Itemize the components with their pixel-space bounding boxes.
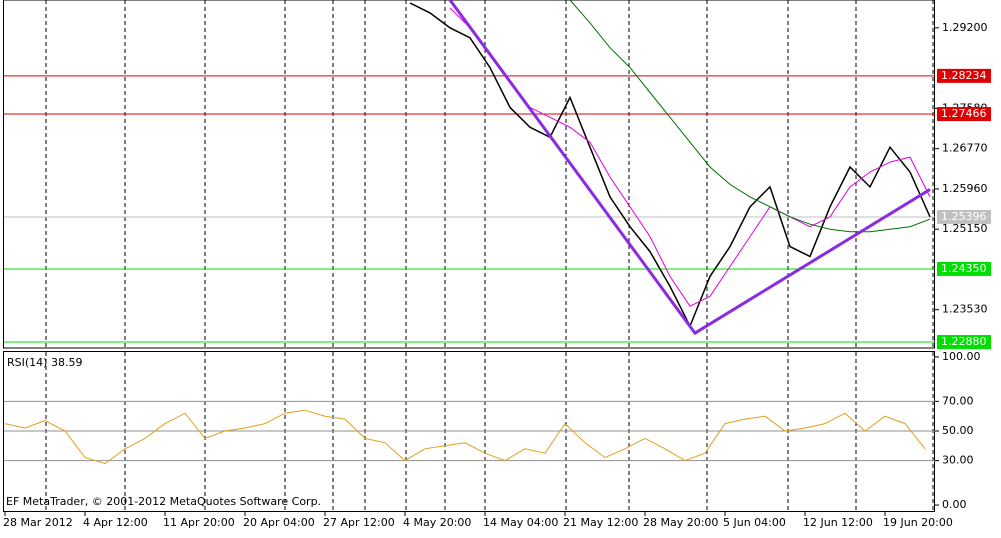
y-tick-label: 70.00: [942, 394, 974, 407]
level-label-box: [937, 335, 991, 350]
level-label: 1.24350: [941, 262, 987, 275]
y-tick-label: 0.00: [942, 498, 967, 511]
series-line: [4, 409, 926, 465]
price-panel: [3, 0, 935, 349]
y-tick-label: 30.00: [942, 454, 974, 467]
x-tick-label: 28 Mar 2012: [3, 516, 73, 529]
x-tick-label: 12 Jun 12:00: [803, 516, 873, 529]
x-tick-label: 19 Jun 20:00: [883, 516, 953, 529]
x-tick-label: 11 Apr 20:00: [163, 516, 235, 529]
level-label-box: [937, 107, 991, 122]
level-label: 1.22880: [941, 335, 987, 348]
series-line: [409, 2, 931, 328]
y-tick-label: 1.29200: [942, 21, 988, 34]
series-line: [569, 0, 931, 233]
x-tick-label: 14 May 04:00: [483, 516, 558, 529]
x-tick-label: 5 Jun 04:00: [723, 516, 786, 529]
y-tick-label: 1.25960: [942, 182, 988, 195]
level-label: 1.27466: [941, 107, 987, 120]
x-tick-label: 4 Apr 12:00: [83, 516, 148, 529]
x-tick-label: 4 May 20:00: [403, 516, 471, 529]
level-label-box: [937, 261, 991, 276]
y-tick-label: 1.23530: [942, 303, 988, 316]
level-label-box: [937, 68, 991, 83]
copyright: EF MetaTrader, © 2001-2012 MetaQuotes So…: [6, 495, 321, 508]
y-tick-label: 1.25150: [942, 222, 988, 235]
level-label: 1.25396: [941, 210, 987, 223]
y-tick-label: 1.26770: [942, 142, 988, 155]
rsi-panel: [3, 351, 935, 512]
level-label: 1.28234: [941, 69, 987, 82]
y-tick-label: 50.00: [942, 424, 974, 437]
level-label-box: [937, 209, 991, 224]
x-tick-label: 21 May 12:00: [563, 516, 638, 529]
trendline: [448, 0, 931, 336]
x-tick-label: 20 Apr 04:00: [243, 516, 315, 529]
x-tick-label: 28 May 20:00: [643, 516, 718, 529]
y-tick-label: 100.00: [942, 350, 981, 363]
x-tick-label: 27 Apr 12:00: [323, 516, 395, 529]
rsi-title: RSI(14) 38.59: [7, 356, 82, 369]
